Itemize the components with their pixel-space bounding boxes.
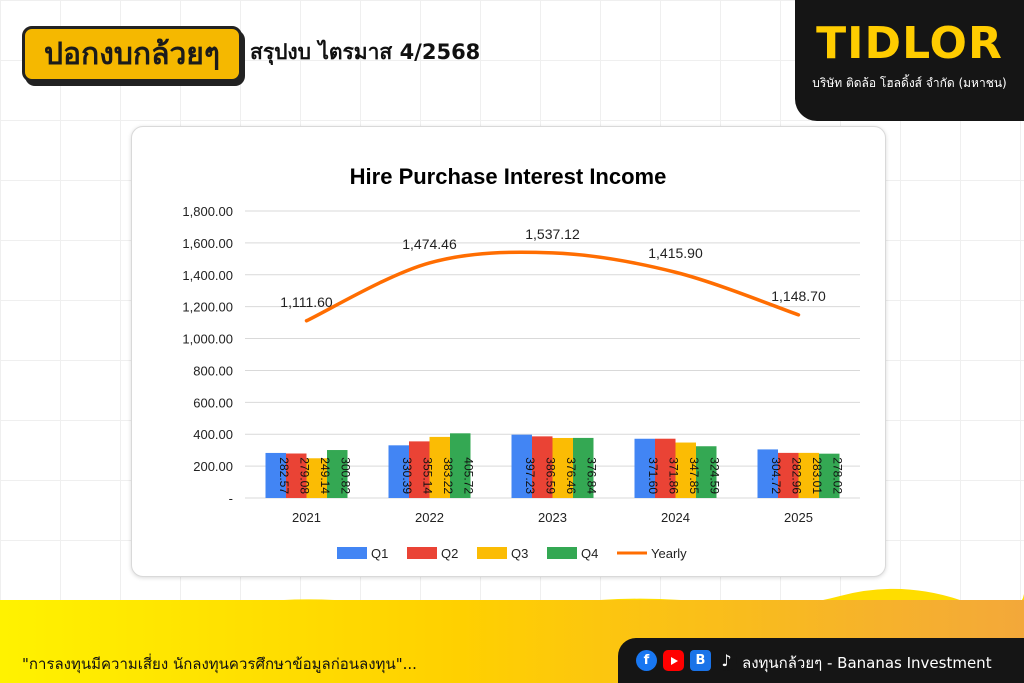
y-tick-label: 1,800.00 xyxy=(182,204,233,219)
bar-value-label: 371.86 xyxy=(666,457,680,494)
bar-q3 xyxy=(675,442,696,498)
y-tick-label: 600.00 xyxy=(193,395,233,410)
x-tick-label: 2021 xyxy=(292,510,321,525)
bar-q3 xyxy=(798,452,819,498)
bar-value-label: 330.39 xyxy=(400,457,414,494)
bar-q2 xyxy=(778,452,799,498)
bar-value-label: 355.14 xyxy=(420,457,434,494)
bar-q1 xyxy=(757,449,778,498)
legend-swatch-q3 xyxy=(477,547,507,559)
y-tick-label: 400.00 xyxy=(193,427,233,442)
bar-value-label: 405.72 xyxy=(461,457,475,494)
legend-label: Yearly xyxy=(651,546,687,561)
bar-value-label: 304.72 xyxy=(769,457,783,494)
bar-q4 xyxy=(327,450,348,498)
legend-label: Q4 xyxy=(581,546,598,561)
bar-value-label: 249.14 xyxy=(318,457,332,494)
bar-value-label: 282.96 xyxy=(789,457,803,494)
bar-value-label: 397.23 xyxy=(523,457,537,494)
bar-value-label: 300.82 xyxy=(338,457,352,494)
x-tick-label: 2023 xyxy=(538,510,567,525)
tiktok-icon[interactable]: ♪ xyxy=(716,650,737,671)
bar-q3 xyxy=(306,458,327,498)
y-tick-label: - xyxy=(229,491,233,506)
bar-q4 xyxy=(819,453,840,498)
x-tick-label: 2022 xyxy=(415,510,444,525)
x-tick-label: 2025 xyxy=(784,510,813,525)
yearly-line xyxy=(304,250,801,323)
blockdit-icon[interactable]: B xyxy=(690,650,711,671)
logo: ปอกงบกล้วยๆ xyxy=(22,26,242,82)
disclaimer-text: "การลงทุนมีความเสี่ยง นักลงทุนควรศึกษาข้… xyxy=(22,655,417,673)
brand-name: TIDLOR xyxy=(816,18,1003,69)
y-tick-label: 1,400.00 xyxy=(182,268,233,283)
yearly-value-label: 1,148.70 xyxy=(771,288,826,304)
legend-swatch-q4 xyxy=(547,547,577,559)
social-panel: f B ♪ ลงทุนกล้วยๆ - Bananas Investment xyxy=(618,638,1024,683)
legend-label: Q3 xyxy=(511,546,528,561)
bar-value-label: 283.01 xyxy=(810,457,824,494)
legend-swatch-q2 xyxy=(407,547,437,559)
youtube-icon[interactable] xyxy=(663,650,684,671)
legend-label: Q2 xyxy=(441,546,458,561)
yearly-value-label: 1,415.90 xyxy=(648,245,703,261)
bar-q2 xyxy=(286,453,307,498)
bar-value-label: 282.57 xyxy=(277,457,291,494)
chart-card: Hire Purchase Interest Income - 200.00 400… xyxy=(131,126,886,577)
bar-value-label: 279.08 xyxy=(297,457,311,494)
legend-label: Q1 xyxy=(371,546,388,561)
legend-swatch-q1 xyxy=(337,547,367,559)
social-channel-name: ลงทุนกล้วยๆ - Bananas Investment xyxy=(742,654,992,672)
bar-q4 xyxy=(450,433,471,498)
bar-q1 xyxy=(511,434,532,498)
bar-value-label: 371.60 xyxy=(646,457,660,494)
bar-q1 xyxy=(634,438,655,498)
y-tick-label: 800.00 xyxy=(193,363,233,378)
chart-title: Hire Purchase Interest Income xyxy=(350,164,667,189)
facebook-icon[interactable]: f xyxy=(636,650,657,671)
yearly-value-label: 1,537.12 xyxy=(525,226,580,242)
bar-value-label: 376.84 xyxy=(584,457,598,494)
bar-q1 xyxy=(265,452,286,498)
y-tick-label: 1,200.00 xyxy=(182,300,233,315)
bar-value-label: 386.59 xyxy=(543,457,557,494)
bar-q4 xyxy=(573,437,594,498)
bar-q2 xyxy=(532,436,553,498)
page-title: สรุปงบ ไตรมาส 4/2568 xyxy=(250,40,481,64)
bar-value-label: 324.59 xyxy=(707,457,721,494)
bar-q3 xyxy=(552,437,573,498)
bar-value-label: 347.85 xyxy=(687,457,701,494)
brand-subtitle: บริษัท ติดล้อ โฮลดิ้งส์ จำกัด (มหาชน) xyxy=(812,76,1007,90)
bar-q4 xyxy=(696,446,717,498)
bar-q2 xyxy=(655,438,676,498)
bar-q1 xyxy=(388,445,409,498)
bar-q2 xyxy=(409,441,430,498)
yearly-value-label: 1,474.46 xyxy=(402,236,457,252)
yearly-value-label: 1,111.60 xyxy=(280,294,333,310)
y-tick-label: 200.00 xyxy=(193,459,233,474)
y-tick-label: 1,000.00 xyxy=(182,332,233,347)
y-tick-label: 1,600.00 xyxy=(182,236,233,251)
brand-panel: TIDLOR บริษัท ติดล้อ โฮลดิ้งส์ จำกัด (มห… xyxy=(795,0,1024,121)
bar-value-label: 376.46 xyxy=(564,457,578,494)
logo-text: ปอกงบกล้วยๆ xyxy=(43,36,220,72)
bar-value-label: 383.22 xyxy=(441,457,455,494)
bar-q3 xyxy=(429,436,450,498)
x-tick-label: 2024 xyxy=(661,510,690,525)
chart-svg: Hire Purchase Interest Income - 200.00 400… xyxy=(182,164,860,561)
bar-value-label: 278.02 xyxy=(830,457,844,494)
